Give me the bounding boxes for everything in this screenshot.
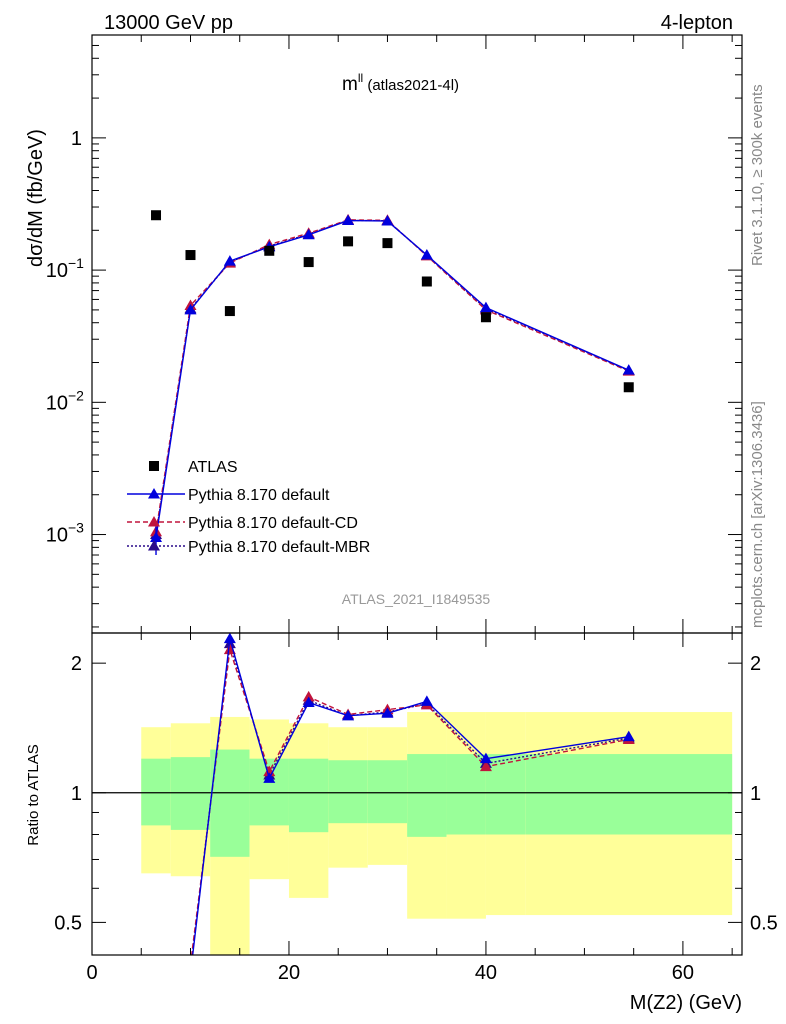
main-panel: 110−110−210−3 <box>46 34 743 634</box>
ratio-point-cd <box>302 690 315 702</box>
main-y-tick-label: 10 <box>46 392 68 414</box>
legend-label-data: ATLAS <box>188 459 238 476</box>
band-inner-bin <box>485 754 526 835</box>
ratio-panel: 0.5 0.51 12 20 20 40 60 <box>54 632 778 984</box>
main-y-tick-label: 1 <box>71 128 82 150</box>
data-point <box>343 236 354 247</box>
ratio-point-default <box>342 709 355 721</box>
ratio-y-tick-label-right: 2 <box>750 653 761 675</box>
main-point-default <box>622 364 635 375</box>
band-inner-bin <box>170 757 211 830</box>
legend-marker-default <box>148 488 160 499</box>
band-inner-bin <box>525 754 733 835</box>
rivet-version-label: Rivet 3.1.10, ≥ 300k events <box>749 84 766 266</box>
band-inner-bin <box>367 760 408 824</box>
data-point <box>480 312 491 323</box>
data-point <box>303 257 314 268</box>
data-point <box>151 210 162 221</box>
legend-label-default: Pythia 8.170 default <box>188 487 330 504</box>
ratio-point-default <box>381 707 394 718</box>
main-point-default <box>302 228 315 240</box>
main-y-tick-exponent: −3 <box>68 520 84 536</box>
ratio-y-tick-label-left: 2 <box>71 653 82 675</box>
atlas-data-points <box>151 210 634 393</box>
main-y-tick-exponent: −2 <box>68 387 84 403</box>
ratio-point-default <box>622 730 635 742</box>
band-inner-bin <box>407 754 447 837</box>
ratio-y-tick-label-right: 0.5 <box>750 912 778 934</box>
ratio-point-default <box>479 752 492 764</box>
ratio-y-axis-label: Ratio to ATLAS <box>25 744 42 845</box>
x-tick-label: 0 <box>86 962 97 984</box>
ratio-point-cd <box>479 760 492 772</box>
mcplots-credit-label: mcplots.cern.ch [arXiv:1306.3436] <box>749 401 766 628</box>
main-line-default <box>155 219 630 538</box>
x-tick-label: 60 <box>672 962 694 984</box>
legend-marker-data <box>149 461 159 471</box>
band-inner-bin <box>210 749 250 857</box>
legend-marker-cd <box>148 516 160 527</box>
x-tick-label: 40 <box>475 962 497 984</box>
data-point <box>224 306 235 317</box>
main-point-default <box>223 255 236 266</box>
band-inner-bin <box>141 758 171 826</box>
ratio-y-tick-label-left: 0.5 <box>54 912 82 934</box>
main-line-cd <box>155 219 630 532</box>
main-point-default <box>381 215 394 226</box>
main-y-tick-label: 10 <box>46 260 68 282</box>
data-point <box>264 245 275 256</box>
main-point-default <box>479 301 492 313</box>
x-tick-label: 20 <box>278 962 300 984</box>
main-point-default <box>184 303 197 315</box>
ratio-point-default <box>223 633 236 644</box>
legend-label-cd: Pythia 8.170 default-CD <box>188 515 358 532</box>
uncertainty-bands <box>141 712 733 955</box>
header-energy-label: 13000 GeV pp <box>104 12 233 34</box>
main-point-default <box>420 249 433 260</box>
ratio-point-default <box>302 696 315 708</box>
legend-label-mbr: Pythia 8.170 default-MBR <box>188 539 370 556</box>
x-axis-label: M(Z2) (GeV) <box>630 992 742 1014</box>
data-point <box>382 238 393 249</box>
legend: ATLAS Pythia 8.170 default Pythia 8.170 de… <box>127 459 370 556</box>
ratio-y-tick-label-right: 1 <box>750 783 761 805</box>
data-point <box>185 250 196 261</box>
plot-title: mll (atlas2021-4l) <box>342 71 459 95</box>
header-channel-label: 4-lepton <box>661 12 733 34</box>
band-inner-bin <box>328 760 368 824</box>
main-y-tick-label: 10 <box>46 525 68 547</box>
legend-marker-mbr <box>148 540 160 551</box>
main-y-tick-exponent: −1 <box>68 255 84 271</box>
main-point-default <box>342 214 355 226</box>
ratio-series-default <box>184 633 635 979</box>
data-point <box>623 382 634 393</box>
analysis-watermark: ATLAS_2021_I1849535 <box>342 591 491 607</box>
ratio-point-default <box>420 695 433 706</box>
main-y-axis-label: dσ/dM (fb/GeV) <box>25 129 47 267</box>
data-point <box>421 276 432 287</box>
ratio-point-default <box>263 772 276 783</box>
main-point-default <box>150 531 163 542</box>
band-inner-bin <box>446 754 486 835</box>
ratio-y-tick-label-left: 1 <box>71 783 82 805</box>
ratio-point-cd <box>184 958 196 969</box>
ratio-point-mbr <box>184 963 196 974</box>
ratio-frame <box>91 632 743 956</box>
band-inner-bin <box>288 758 329 833</box>
ratio-point-default <box>184 968 196 979</box>
